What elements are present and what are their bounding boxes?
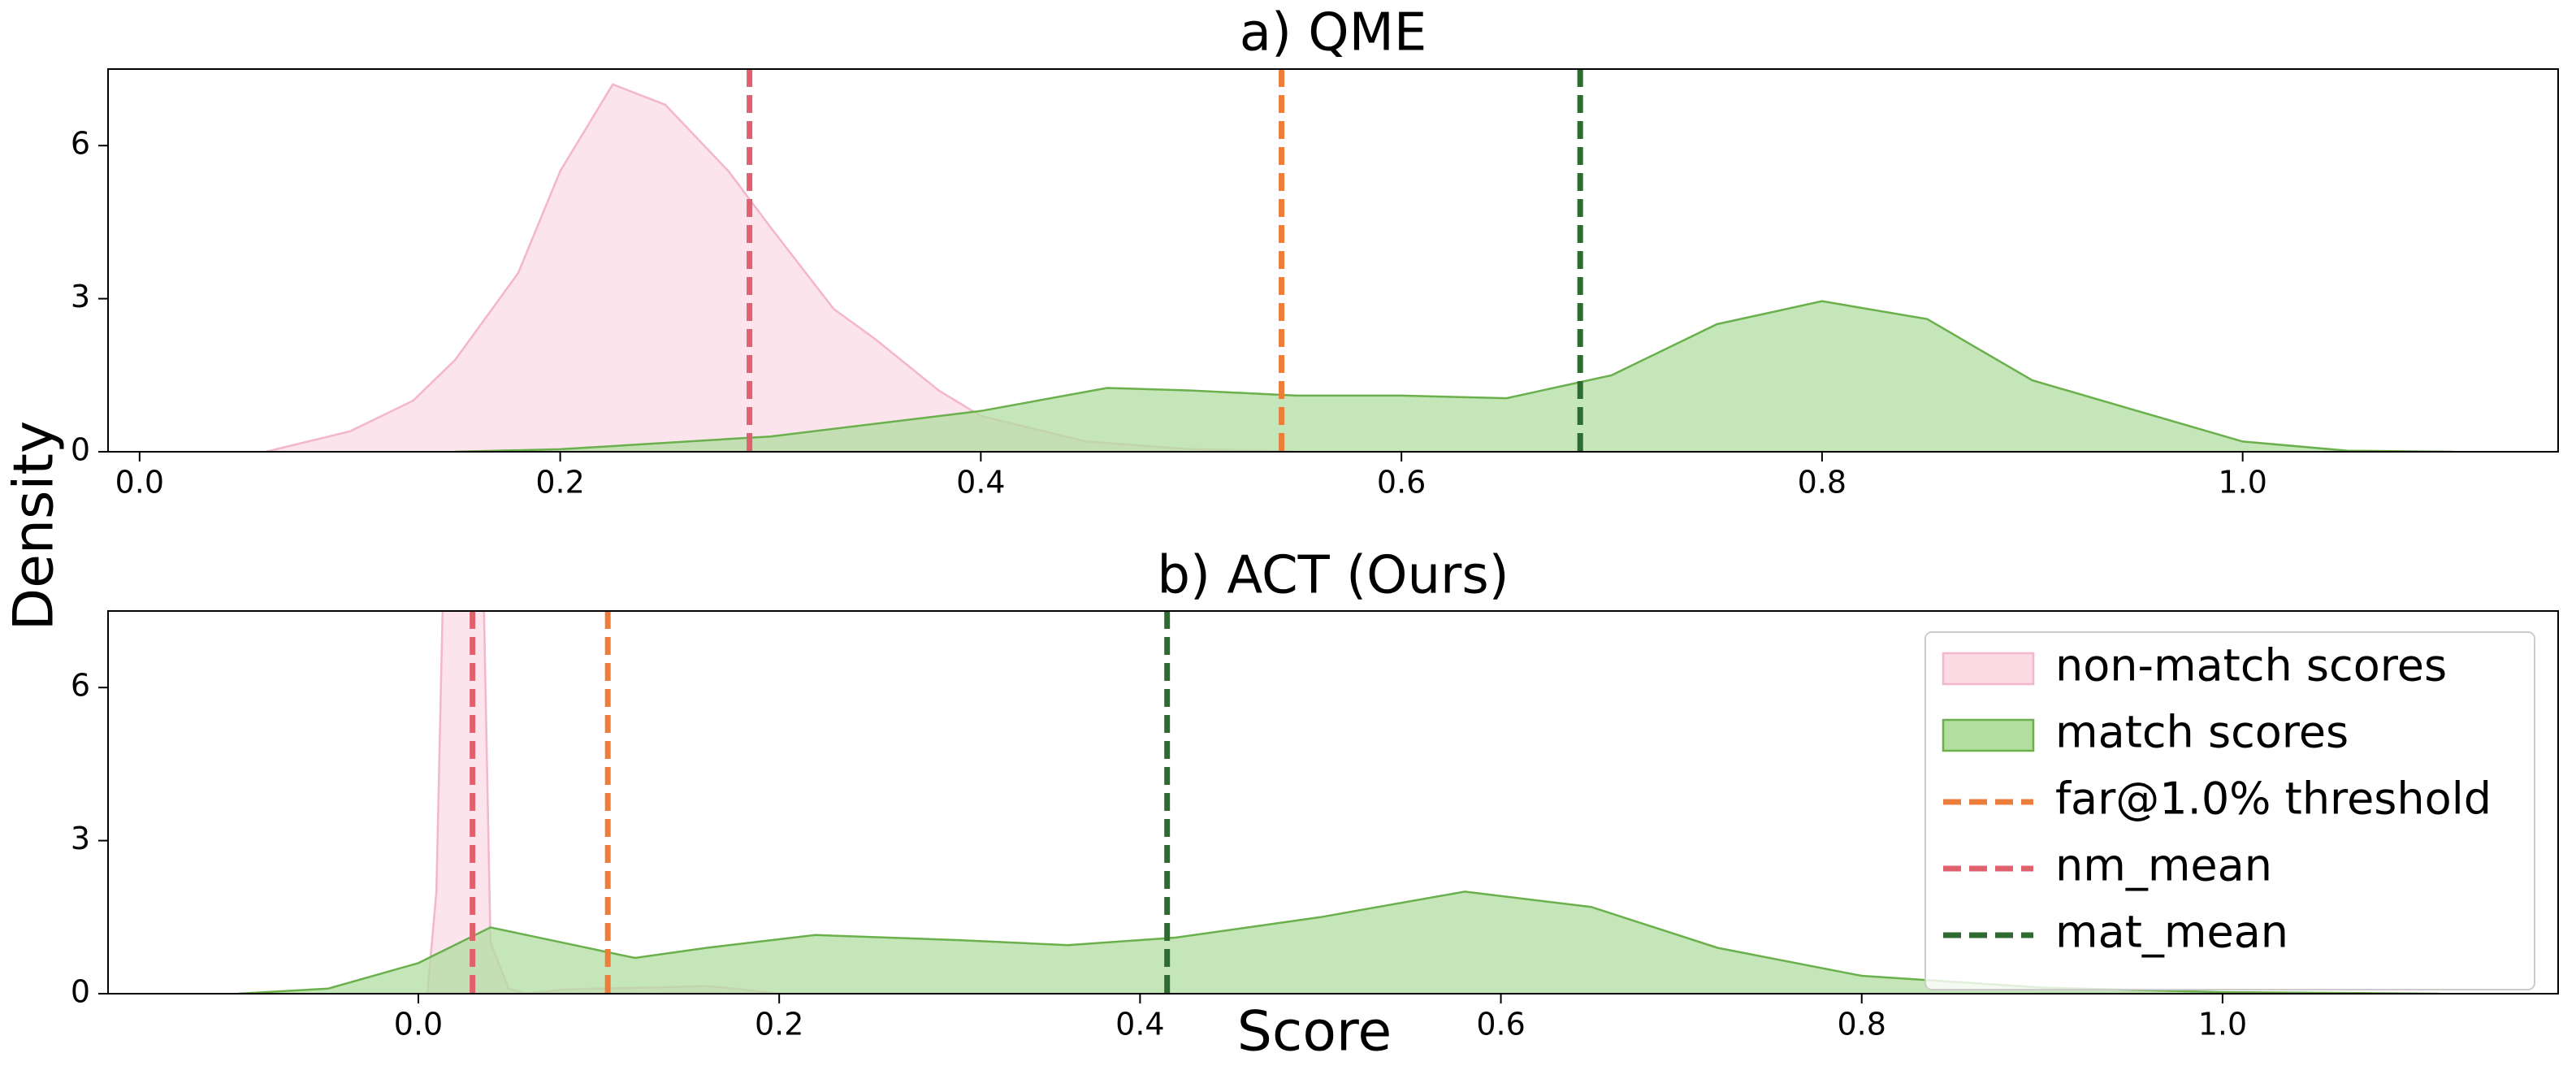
legend-swatch bbox=[1942, 718, 2035, 752]
legend-label: nm_mean bbox=[2055, 840, 2272, 891]
chart-title: b) ACT (Ours) bbox=[1157, 546, 1509, 606]
x-tick-label: 0.4 bbox=[956, 465, 1005, 500]
y-tick-label: 6 bbox=[71, 668, 90, 704]
axes-frame bbox=[107, 68, 2559, 453]
legend-swatch bbox=[1942, 652, 2035, 686]
density-line bbox=[455, 300, 2453, 452]
legend-label: mat_mean bbox=[2055, 907, 2288, 958]
plot-area bbox=[237, 611, 2440, 994]
plot-area bbox=[265, 69, 2453, 452]
y-axis-label: Density bbox=[2, 421, 67, 631]
y-tick-label: 0 bbox=[71, 432, 90, 468]
density-area bbox=[455, 301, 2453, 452]
x-tick-label: 1.0 bbox=[2198, 1007, 2247, 1042]
y-tick-label: 3 bbox=[71, 821, 90, 856]
x-tick-label: 0.6 bbox=[1377, 465, 1426, 500]
x-tick-label: 0.2 bbox=[755, 1007, 803, 1042]
x-tick-label: 0.8 bbox=[1838, 1007, 1886, 1042]
x-tick-label: 0.4 bbox=[1115, 1007, 1164, 1042]
y-tick-label: 6 bbox=[71, 126, 90, 162]
y-tick-label: 0 bbox=[71, 974, 90, 1010]
x-tick-label: 0.0 bbox=[394, 1007, 443, 1042]
x-tick-label: 0.8 bbox=[1798, 465, 1846, 500]
legend-label: far@1.0% threshold bbox=[2055, 774, 2492, 825]
x-tick-label: 0.2 bbox=[535, 465, 584, 500]
x-tick-label: 0.0 bbox=[115, 465, 164, 500]
y-tick-label: 3 bbox=[71, 279, 90, 314]
legend-label: match scores bbox=[2055, 707, 2349, 758]
x-axis-label: Score bbox=[1237, 1000, 1392, 1064]
density-area bbox=[266, 84, 1297, 452]
x-tick-label: 0.6 bbox=[1476, 1007, 1525, 1042]
density-line bbox=[237, 890, 2440, 994]
axes-frame bbox=[107, 610, 2559, 994]
legend-box bbox=[1924, 631, 2535, 990]
legend-label: non-match scores bbox=[2055, 640, 2447, 691]
density-area bbox=[237, 891, 2440, 994]
chart-title: a) QME bbox=[1240, 3, 1427, 63]
x-tick-label: 1.0 bbox=[2218, 465, 2266, 500]
